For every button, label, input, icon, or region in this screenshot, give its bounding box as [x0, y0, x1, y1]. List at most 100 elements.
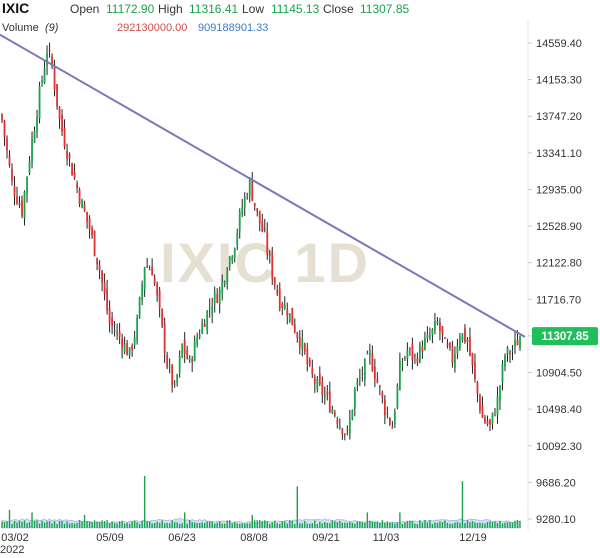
- candle-down: [381, 392, 384, 398]
- candle-up: [218, 289, 221, 305]
- candle-down: [96, 257, 98, 265]
- candle-up: [338, 425, 341, 429]
- candle-down: [51, 56, 53, 66]
- candle-down: [21, 199, 23, 216]
- volume-bar: [138, 523, 141, 528]
- volume-bar: [36, 520, 38, 528]
- volume-bar: [271, 522, 273, 528]
- candle-up: [396, 385, 399, 408]
- candle-up: [501, 363, 504, 383]
- x-tick-label: 11/03: [373, 532, 400, 544]
- candle-up: [514, 339, 516, 347]
- candle-up: [461, 333, 464, 341]
- candle-up: [221, 281, 224, 294]
- last-price-tag-value: 11307.85: [541, 331, 589, 343]
- volume-bar: [389, 522, 391, 528]
- candle-down: [444, 338, 446, 340]
- volume-bar: [399, 512, 401, 528]
- chart-watermark: IXIC 1D: [160, 231, 370, 294]
- volume-bar: [299, 523, 301, 528]
- trendline[interactable]: [0, 26, 526, 338]
- candle-up: [38, 86, 41, 119]
- volume-bar: [391, 522, 394, 528]
- volume-bar: [381, 520, 384, 528]
- volume-bar: [153, 522, 156, 528]
- candle-down: [73, 171, 76, 179]
- volume-bar: [289, 520, 291, 528]
- open-value: 11172.90: [106, 2, 155, 16]
- volume-bar: [379, 522, 381, 528]
- candle-down: [441, 326, 444, 335]
- candle-up: [81, 200, 83, 209]
- candle-up: [426, 334, 429, 339]
- candle-down: [383, 399, 386, 416]
- candle-down: [251, 179, 254, 201]
- volume-bar: [329, 523, 331, 528]
- volume-bar: [284, 521, 286, 528]
- candle-down: [286, 309, 289, 316]
- candle-up: [424, 338, 426, 350]
- volume-bar: [511, 522, 514, 528]
- candle-down: [1, 114, 3, 121]
- volume-bar: [249, 523, 251, 528]
- volume-bar: [76, 522, 78, 528]
- volume-bar: [23, 520, 26, 528]
- volume-bar: [306, 523, 308, 528]
- x-tick-label: 06/23: [168, 532, 196, 544]
- candle-down: [308, 359, 311, 366]
- volume-bar: [214, 523, 216, 528]
- volume-bar: [459, 522, 461, 528]
- candle-up: [43, 68, 46, 83]
- volume-bar: [168, 523, 171, 528]
- volume-bar: [489, 521, 491, 528]
- volume-bar: [471, 521, 474, 528]
- candle-down: [16, 196, 18, 204]
- candle-down: [161, 309, 164, 326]
- volume-bar: [239, 523, 241, 528]
- volume-bar: [126, 522, 128, 528]
- candle-up: [168, 366, 171, 368]
- candle-up: [138, 297, 141, 318]
- candle-up: [33, 130, 36, 143]
- candle-down: [408, 348, 411, 350]
- x-tick-label: 05/09: [96, 532, 124, 544]
- volume-bar: [429, 520, 431, 528]
- volume-bar: [188, 520, 191, 528]
- candle-up: [429, 335, 431, 338]
- volume-bar: [294, 523, 296, 528]
- candle-up: [316, 379, 319, 390]
- volume-bar: [454, 522, 456, 528]
- volume-label: Volume: [2, 22, 39, 34]
- candle-up: [128, 347, 131, 356]
- candle-down: [271, 252, 274, 280]
- candle-down: [126, 343, 129, 356]
- volume-bar: [251, 515, 253, 528]
- volume-bar: [304, 520, 306, 528]
- volume-bar: [494, 521, 496, 528]
- candle-down: [66, 150, 68, 159]
- candle-up: [228, 256, 231, 268]
- volume-bar: [136, 522, 138, 528]
- candle-up: [238, 211, 241, 232]
- candle-up: [23, 191, 26, 218]
- volume-bar: [26, 523, 28, 528]
- volume-bar: [186, 523, 188, 528]
- candle-down: [131, 345, 134, 350]
- volume-bar: [56, 523, 58, 528]
- candle-up: [233, 248, 236, 259]
- candle-down: [91, 227, 93, 236]
- x-tick-label: 08/08: [240, 532, 268, 544]
- volume-bar: [254, 520, 256, 528]
- candle-down: [98, 265, 101, 271]
- volume-bar: [8, 509, 11, 528]
- candle-up: [41, 80, 43, 83]
- volume-bar: [319, 521, 321, 528]
- candle-up: [496, 396, 499, 415]
- volume-bar: [28, 522, 31, 528]
- candle-down: [58, 106, 61, 120]
- volume-bar: [46, 521, 48, 528]
- y-tick-label: 14559.40: [536, 38, 582, 50]
- volume-bar: [431, 523, 434, 528]
- volume-bar: [231, 523, 233, 528]
